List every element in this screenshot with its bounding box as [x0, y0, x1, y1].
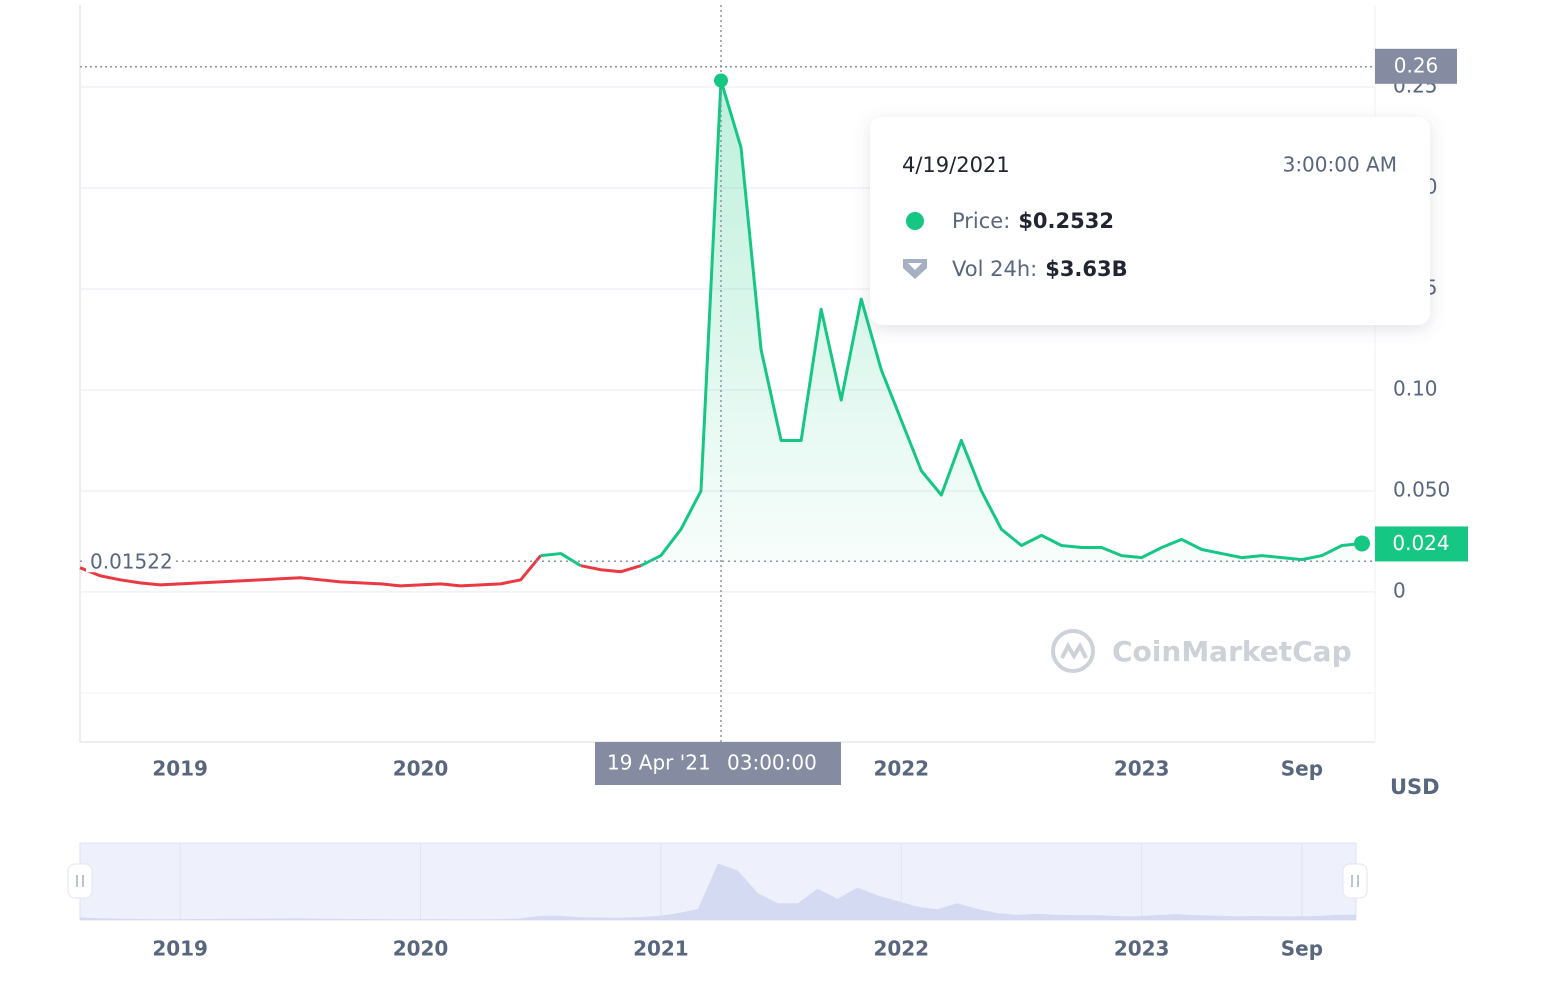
x-tick-label: Sep	[1281, 757, 1323, 781]
y-tick-label: 0	[1393, 578, 1406, 602]
watermark-text: CoinMarketCap	[1112, 635, 1352, 668]
volume-icon-inner	[908, 263, 922, 270]
crosshair-date-box	[595, 742, 841, 785]
marks	[79, 79, 1363, 588]
price-area	[536, 80, 1362, 562]
tooltip-content: 4/19/2021 3:00:00 AM Price: $0.2532 Vol …	[902, 153, 1397, 282]
tooltip-time: 3:00:00 AM	[1283, 153, 1397, 177]
price-line	[640, 79, 1363, 568]
navigator-handle-grip	[76, 875, 84, 887]
tooltip-price: $0.2532	[1018, 209, 1114, 233]
price-line	[79, 554, 542, 588]
y-tick-label: 0.050	[1393, 477, 1450, 501]
tooltip	[870, 117, 1430, 325]
x-tick-label: 2023	[1114, 757, 1170, 781]
price-line	[580, 564, 642, 574]
currency-label: USD	[1390, 775, 1440, 799]
current-price: 0.024	[1392, 531, 1449, 555]
tooltip-price-label: Price:	[952, 209, 1010, 233]
current-price-box	[1375, 526, 1468, 562]
crosshair-date: 19 Apr '21	[607, 751, 711, 775]
baseline-label: 0.01522	[90, 550, 173, 574]
navigator-tick-label: 2023	[1114, 937, 1170, 961]
navigator: 2019 2020 2021 2022 2023 Sep	[67, 842, 1368, 961]
watermark: CoinMarketCap	[1051, 629, 1352, 673]
x-tick-label: 2022	[873, 757, 929, 781]
crosshair-value-box	[1375, 48, 1457, 84]
tooltip-date: 4/19/2021	[902, 153, 1010, 177]
navigator-tick-label: 2021	[633, 937, 689, 961]
navigator-tick-label: 2022	[873, 937, 929, 961]
current-point	[1354, 535, 1370, 552]
navigator-tick-label: 2019	[152, 937, 208, 961]
navigator-handle[interactable]	[1342, 863, 1368, 899]
crosshair-time: 03:00:00	[727, 751, 817, 775]
navigator-tick-label: Sep	[1281, 937, 1323, 961]
tooltip-volume: $3.63B	[1045, 257, 1127, 281]
crosshair-value: 0.26	[1394, 53, 1439, 77]
tooltip-volume-label: Vol 24h:	[952, 257, 1037, 281]
navigator-area	[80, 863, 1356, 920]
x-tick-label: 2019	[152, 757, 208, 781]
price-line	[540, 552, 582, 567]
overlay: 0.01522 0.26 19 Apr '21 03:00:00 0.024	[80, 5, 1468, 785]
navigator-tick-label: 2020	[393, 937, 449, 961]
navigator-handle[interactable]	[67, 863, 93, 899]
navigator-handle-grip	[1351, 875, 1359, 887]
tooltip-price-dot	[906, 212, 924, 230]
x-tick-label: 2020	[393, 757, 449, 781]
baseline-label-bg	[86, 546, 176, 573]
y-tick-label: 0.10	[1393, 376, 1438, 400]
hover-point	[714, 73, 728, 88]
